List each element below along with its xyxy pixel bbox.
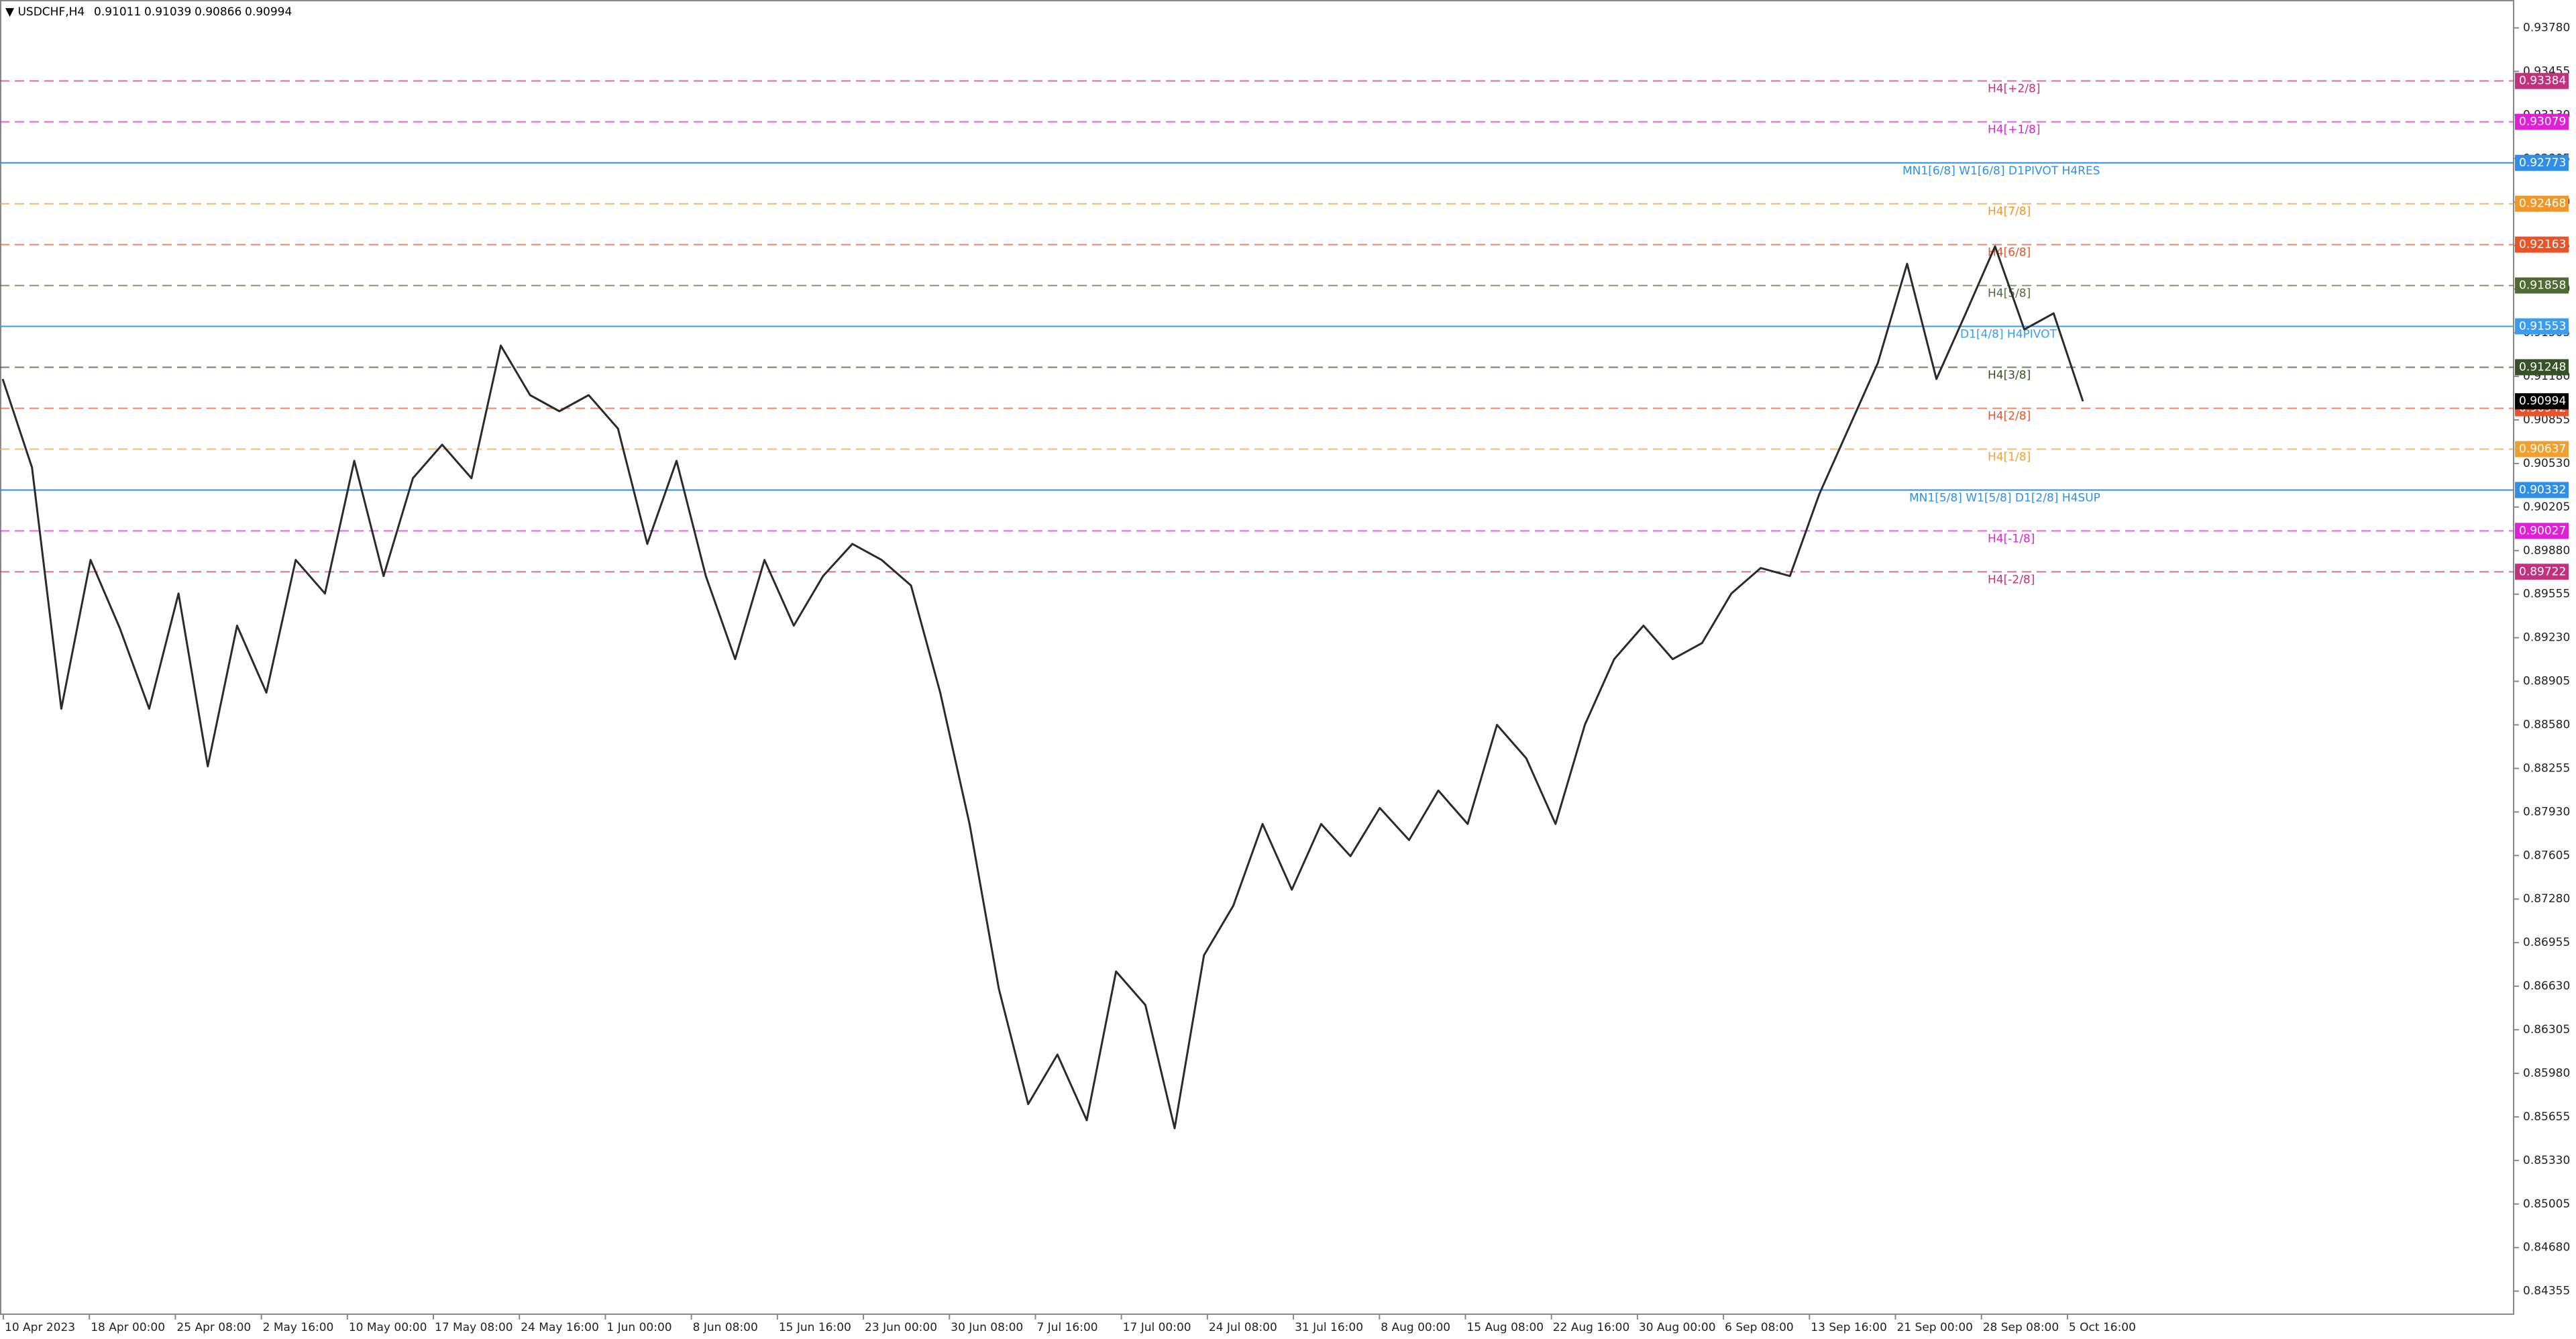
y-tick-label: 0.88580 — [2523, 718, 2570, 731]
x-tick-label: 17 Jul 00:00 — [1123, 1321, 1191, 1334]
last-price-tag — [2515, 393, 2569, 410]
x-tick-label: 25 Apr 08:00 — [176, 1321, 251, 1334]
level-label: H4[2/8] — [1988, 410, 2031, 423]
y-tick-label: 0.86955 — [2523, 936, 2570, 949]
level-tag — [2515, 113, 2569, 130]
y-tick-label: 0.88905 — [2523, 675, 2570, 688]
x-tick-label: 6 Sep 08:00 — [1725, 1321, 1794, 1334]
x-tick-label: 2 May 16:00 — [263, 1321, 334, 1334]
level-label: H4[+1/8] — [1988, 123, 2040, 137]
x-tick-label: 10 Apr 2023 — [5, 1321, 75, 1334]
y-tick-label: 0.87605 — [2523, 849, 2570, 862]
level-tag-label: 0.90332 — [2519, 483, 2566, 496]
y-tick-label: 0.89230 — [2523, 631, 2570, 645]
x-tick-label: 10 May 00:00 — [349, 1321, 427, 1334]
y-tick-label: 0.87930 — [2523, 805, 2570, 818]
y-tick-label: 0.93780 — [2523, 21, 2570, 35]
y-tick-label: 0.84355 — [2523, 1285, 2570, 1298]
level-label: H4[1/8] — [1988, 451, 2031, 464]
y-tick-label: 0.90205 — [2523, 500, 2570, 514]
level-tag-label: 0.90637 — [2519, 443, 2566, 456]
level-label: H4[7/8] — [1988, 205, 2031, 219]
symbol: ▼ USDCHF,H4 — [5, 5, 85, 19]
x-tick-label: 8 Jun 08:00 — [693, 1321, 758, 1334]
level-tag — [2515, 359, 2569, 376]
level-tag-label: 0.91248 — [2519, 360, 2566, 374]
y-tick-label: 0.87280 — [2523, 892, 2570, 906]
ohlc-close: 0.90994 — [245, 5, 292, 19]
ohlc-high: 0.91039 — [144, 5, 191, 19]
level-tag-label: 0.89722 — [2519, 565, 2566, 578]
level-label: D1[4/8] H4PIVOT — [1960, 328, 2057, 341]
y-tick-label: 0.85980 — [2523, 1067, 2570, 1080]
level-tag — [2515, 482, 2569, 498]
x-tick-label: 15 Jun 16:00 — [779, 1321, 851, 1334]
x-tick-label: 22 Aug 16:00 — [1553, 1321, 1630, 1334]
y-tick-label: 0.85330 — [2523, 1154, 2570, 1167]
level-tag-label: 0.91553 — [2519, 320, 2566, 333]
y-tick-label: 0.85005 — [2523, 1197, 2570, 1211]
x-tick-label: 23 Jun 00:00 — [865, 1321, 937, 1334]
level-tag — [2515, 195, 2569, 212]
x-tick-label: 8 Aug 00:00 — [1381, 1321, 1450, 1334]
x-tick-label: 31 Jul 16:00 — [1295, 1321, 1363, 1334]
level-tag-label: 0.92773 — [2519, 156, 2566, 170]
level-label: H4[3/8] — [1988, 368, 2031, 382]
x-tick-label: 17 May 08:00 — [435, 1321, 513, 1334]
ohlc-open: 0.91011 — [94, 5, 141, 19]
level-tag — [2515, 523, 2569, 539]
x-tick-label: 30 Jun 08:00 — [951, 1321, 1023, 1334]
level-tag — [2515, 564, 2569, 580]
plot-frame — [0, 0, 2514, 1315]
level-label: H4[+2/8] — [1988, 83, 2040, 96]
level-tag — [2515, 154, 2569, 171]
y-tick-label: 0.86630 — [2523, 979, 2570, 993]
x-tick-label: 28 Sep 08:00 — [1983, 1321, 2059, 1334]
level-tag — [2515, 318, 2569, 335]
y-tick-label: 0.90530 — [2523, 457, 2570, 470]
x-tick-label: 18 Apr 00:00 — [91, 1321, 165, 1334]
level-label: H4[-2/8] — [1988, 573, 2035, 586]
x-tick-label: 24 Jul 08:00 — [1209, 1321, 1277, 1334]
level-tag-label: 0.93079 — [2519, 115, 2566, 129]
level-tag — [2515, 72, 2569, 89]
x-tick-label: 21 Sep 00:00 — [1897, 1321, 1973, 1334]
price-line — [1, 245, 2084, 1130]
x-tick-label: 30 Aug 00:00 — [1639, 1321, 1716, 1334]
y-tick-label: 0.89880 — [2523, 544, 2570, 557]
x-tick-label: 7 Jul 16:00 — [1036, 1321, 1097, 1334]
x-tick-label: 24 May 16:00 — [521, 1321, 599, 1334]
level-label: H4[5/8] — [1988, 287, 2031, 301]
level-tag-label: 0.92163 — [2519, 238, 2566, 252]
level-tag-label: 0.92468 — [2519, 197, 2566, 211]
last-price-tag-label: 0.90994 — [2519, 394, 2566, 408]
y-tick-label: 0.84680 — [2523, 1241, 2570, 1254]
x-tick-label: 1 Jun 00:00 — [606, 1321, 672, 1334]
level-tag-label: 0.93384 — [2519, 74, 2566, 88]
x-tick-label: 5 Oct 16:00 — [2069, 1321, 2136, 1334]
x-tick-label: 13 Sep 16:00 — [1811, 1321, 1886, 1334]
ohlc-low: 0.90866 — [195, 5, 241, 19]
level-tag — [2515, 441, 2569, 458]
y-tick-label: 0.88255 — [2523, 761, 2570, 775]
y-tick-label: 0.90855 — [2523, 413, 2570, 427]
x-tick-label: 15 Aug 08:00 — [1466, 1321, 1544, 1334]
level-tag-label: 0.90027 — [2519, 524, 2566, 537]
y-tick-label: 0.86305 — [2523, 1023, 2570, 1036]
y-tick-label: 0.85655 — [2523, 1110, 2570, 1124]
level-label: MN1[6/8] W1[6/8] D1PIVOT H4RES — [1902, 164, 2100, 178]
level-tag — [2515, 277, 2569, 294]
level-label: MN1[5/8] W1[5/8] D1[2/8] H4SUP — [1909, 491, 2100, 504]
level-tag-label: 0.91858 — [2519, 279, 2566, 292]
level-label: H4[-1/8] — [1988, 532, 2035, 545]
y-tick-label: 0.89555 — [2523, 588, 2570, 601]
level-tag — [2515, 236, 2569, 253]
